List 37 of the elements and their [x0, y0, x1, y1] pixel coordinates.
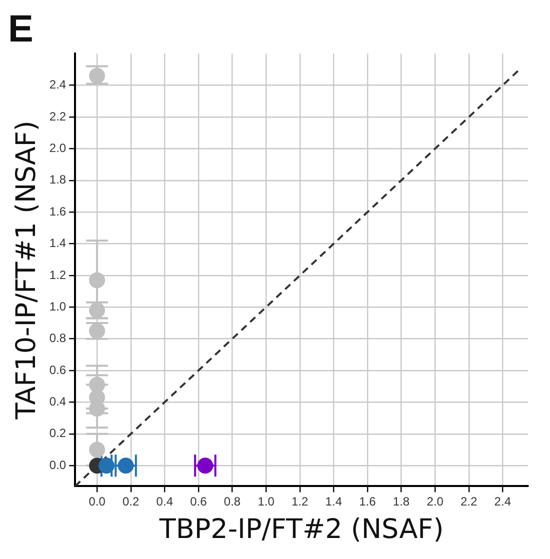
- point: [89, 302, 106, 318]
- y-tick-label: 1.8: [49, 172, 66, 187]
- x-tick-label: 1.2: [292, 494, 309, 509]
- x-tick-label: 1.8: [392, 494, 410, 509]
- point: [197, 458, 214, 474]
- y-tick-label: 1.4: [49, 236, 66, 250]
- x-tick-label: 2.2: [460, 494, 478, 509]
- point: [89, 442, 106, 458]
- y-tick-label: 0.6: [49, 362, 66, 377]
- x-tick-label: 2.0: [426, 494, 444, 509]
- x-tick-label: 0.6: [190, 494, 208, 509]
- y-axis-title: TAF10-IP/FT#1 (NSAF): [11, 120, 42, 420]
- x-axis-title: TBP2-IP/FT#2 (NSAF): [158, 514, 444, 545]
- point: [118, 458, 134, 474]
- y-tick-label: 0.2: [49, 426, 66, 440]
- y-tick-label: 0.0: [49, 458, 66, 472]
- x-tick-label: 1.0: [258, 494, 275, 509]
- y-tick-label: 0.8: [49, 331, 66, 346]
- y-tick-label: 1.6: [49, 204, 66, 218]
- y-tick-label: 2.0: [49, 140, 66, 155]
- point: [89, 322, 106, 339]
- x-tick-label: 0.2: [122, 494, 140, 509]
- y-tick-label: 2.2: [49, 109, 66, 124]
- y-tick-label: 2.4: [49, 78, 66, 92]
- y-tick-label: 1.2: [49, 268, 66, 282]
- y-tick-label: 0.4: [49, 394, 66, 409]
- point: [89, 272, 106, 288]
- x-tick-label: 1.6: [359, 494, 376, 509]
- chart-title: E: [8, 8, 34, 50]
- x-tick-label: 0.8: [224, 494, 241, 509]
- point: [89, 68, 106, 84]
- x-tick-label: 0.4: [156, 494, 174, 509]
- x-tick-label: 0.0: [88, 494, 106, 509]
- y-tick-label: 1.0: [49, 299, 66, 314]
- point: [98, 458, 115, 474]
- x-tick-label: 1.4: [325, 494, 342, 509]
- x-tick-label: 2.4: [494, 494, 512, 509]
